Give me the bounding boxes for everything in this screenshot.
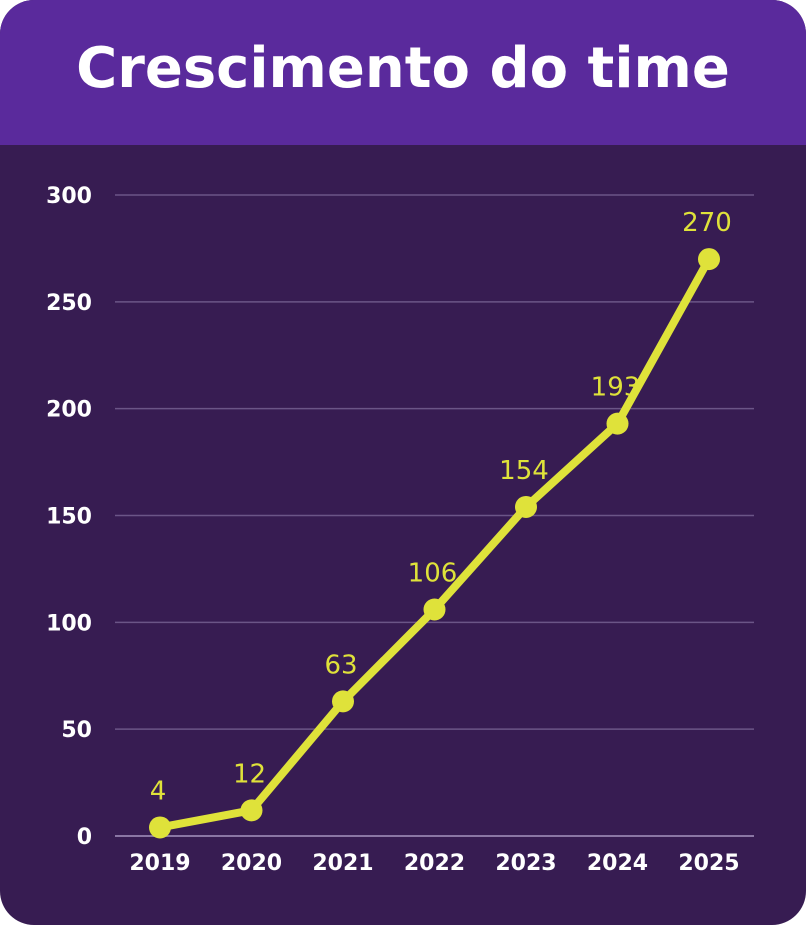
x-tick-label: 2019: [129, 851, 190, 876]
x-tick-label: 2024: [587, 851, 648, 876]
y-tick-label: 200: [46, 398, 92, 423]
data-label: 154: [499, 456, 549, 486]
data-point: [423, 598, 446, 621]
data-label: 270: [682, 208, 732, 238]
x-tick-label: 2022: [404, 851, 465, 876]
data-point: [515, 495, 537, 518]
data-point: [332, 690, 354, 713]
x-tick-label: 2023: [495, 851, 556, 876]
data-label: 12: [233, 759, 266, 789]
data-point: [698, 248, 720, 271]
y-tick-label: 300: [46, 184, 92, 209]
x-tick-label: 2021: [312, 851, 373, 876]
y-tick-label: 0: [77, 825, 92, 850]
data-point: [606, 412, 629, 435]
y-tick-label: 100: [46, 611, 92, 636]
data-point: [149, 816, 171, 839]
data-label: 193: [591, 373, 641, 403]
chart-header: Crescimento do time: [0, 0, 806, 145]
y-tick-label: 250: [46, 291, 92, 316]
y-tick-label: 50: [61, 718, 92, 743]
data-label: 106: [408, 559, 458, 589]
y-tick-label: 150: [46, 505, 92, 530]
x-tick-label: 2025: [678, 851, 739, 876]
series-line: [156, 255, 713, 832]
x-tick-label: 2020: [221, 851, 282, 876]
data-point: [240, 799, 263, 822]
data-label: 63: [324, 650, 357, 680]
chart-title: Crescimento do time: [76, 36, 730, 101]
data-label: 4: [150, 776, 167, 806]
